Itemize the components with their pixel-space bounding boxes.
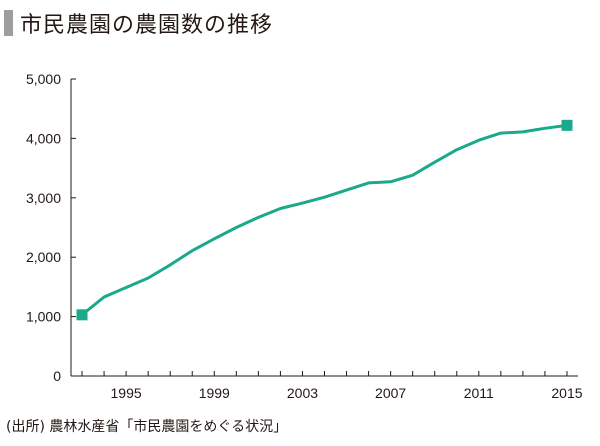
- title-row: 市民農園の農園数の推移: [0, 8, 273, 38]
- y-tick-label: 1,000: [26, 309, 61, 325]
- source-note: (出所) 農林水産省「市民農園をめぐる状況」: [6, 419, 288, 435]
- y-tick-label: 4,000: [26, 130, 61, 146]
- y-tick-label: 3,000: [26, 190, 61, 206]
- x-tick-label: 2015: [551, 385, 582, 401]
- x-tick-label: 1995: [111, 385, 142, 401]
- y-tick-label: 5,000: [26, 71, 61, 87]
- series-line: [80, 123, 569, 317]
- x-tick-label: 1999: [199, 385, 230, 401]
- y-tick-label: 2,000: [26, 249, 61, 265]
- title-accent-bar: [4, 10, 13, 36]
- start-point-marker: [76, 309, 88, 321]
- x-tick-label: 2003: [287, 385, 318, 401]
- x-tick-label: 2007: [375, 385, 406, 401]
- chart-title: 市民農園の農園数の推移: [20, 13, 274, 38]
- end-point-marker: [561, 119, 573, 131]
- x-tick-label: 2011: [464, 385, 494, 401]
- y-tick-label: 0: [53, 368, 61, 384]
